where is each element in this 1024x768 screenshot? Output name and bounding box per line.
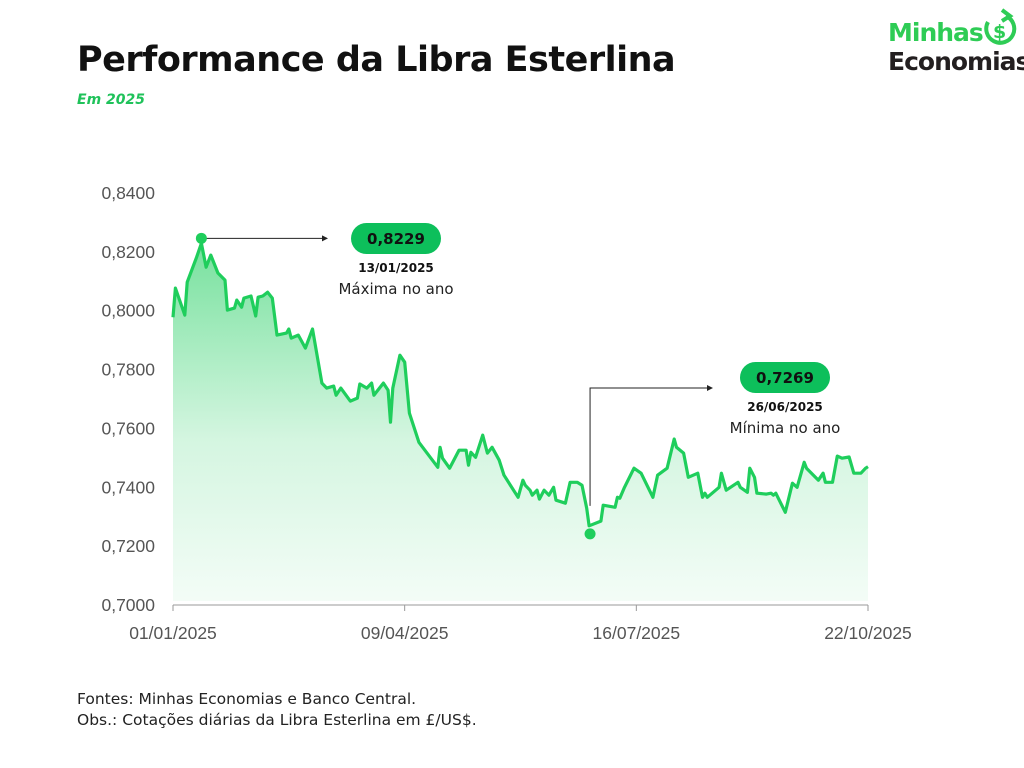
- max-value-pill: [351, 223, 441, 254]
- min-value-label: 0,7269: [756, 369, 814, 387]
- logo: Minhas Economias $: [888, 8, 1024, 76]
- x-tick-label: 01/01/2025: [129, 623, 217, 643]
- min-value-pill: [740, 362, 830, 393]
- coin-dollar-icon: $: [984, 8, 1017, 45]
- y-tick-label: 0,7800: [101, 360, 155, 380]
- x-tick-label: 09/04/2025: [361, 623, 449, 643]
- min-description-label: Mínima no ano: [730, 419, 841, 437]
- logo-line1: Minhas: [888, 18, 984, 47]
- max-point-marker: [195, 232, 207, 244]
- x-tick-label: 16/07/2025: [593, 623, 681, 643]
- page-subtitle: Em 2025: [77, 92, 145, 108]
- max-date-label: 13/01/2025: [358, 261, 434, 275]
- y-tick-label: 0,8000: [101, 301, 155, 321]
- svg-text:$: $: [993, 21, 1006, 43]
- footer-note: Obs.: Cotações diárias da Libra Esterlin…: [77, 711, 477, 729]
- min-connector-arrow: [589, 385, 713, 506]
- series-line: [171, 241, 869, 528]
- y-tick-label: 0,7000: [101, 595, 155, 615]
- max-description-label: Máxima no ano: [338, 280, 453, 298]
- footer-source: Fontes: Minhas Economias e Banco Central…: [77, 690, 417, 708]
- y-tick-label: 0,7200: [101, 536, 155, 556]
- min-point-marker: [584, 528, 596, 540]
- x-tick-label: 22/10/2025: [824, 623, 912, 643]
- y-tick-label: 0,7400: [101, 477, 155, 497]
- max-value-label: 0,8229: [367, 230, 425, 248]
- footer: Fontes: Minhas Economias e Banco Central…: [77, 689, 477, 731]
- logo-line2: Economias: [888, 47, 1024, 76]
- series-area-fill: [173, 243, 868, 602]
- min-date-label: 26/06/2025: [747, 400, 823, 414]
- y-tick-label: 0,7600: [101, 418, 155, 438]
- y-tick-label: 0,8200: [101, 242, 155, 262]
- page-title: Performance da Libra Esterlina: [77, 40, 676, 80]
- y-tick-label: 0,8400: [101, 183, 155, 203]
